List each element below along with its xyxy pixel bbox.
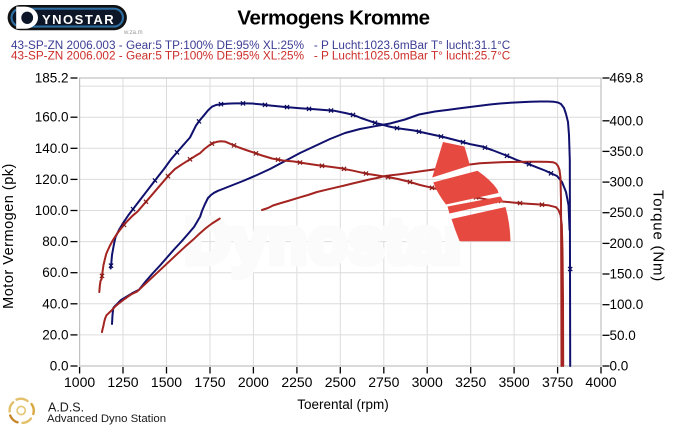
svg-text:350.0: 350.0 [610,144,644,159]
svg-text:40.0: 40.0 [42,296,68,311]
svg-text:2250: 2250 [281,374,312,390]
svg-text:43-SP-ZN 2006.002 - Gear:5 TP:: 43-SP-ZN 2006.002 - Gear:5 TP:100% DE:95… [11,50,511,63]
svg-text:YNOSTAR: YNOSTAR [42,12,115,27]
svg-text:Advanced Dyno Station: Advanced Dyno Station [47,413,166,425]
svg-text:80.0: 80.0 [42,234,68,249]
svg-text:4000: 4000 [585,374,616,390]
svg-text:3500: 3500 [499,374,530,390]
svg-text:60.0: 60.0 [42,265,68,280]
svg-text:1250: 1250 [107,374,138,390]
svg-text:w.za.m: w.za.m [123,30,143,36]
svg-text:200.0: 200.0 [610,236,644,251]
svg-text:300.0: 300.0 [610,175,644,190]
svg-text:185.2: 185.2 [35,71,69,86]
svg-text:Motor Vermogen (pk): Motor Vermogen (pk) [1,163,17,309]
svg-text:2500: 2500 [325,374,356,390]
svg-text:A.D.S.: A.D.S. [48,400,84,414]
svg-text:2750: 2750 [368,374,399,390]
svg-text:0.0: 0.0 [50,359,69,374]
svg-text:469.8: 469.8 [610,71,644,86]
svg-text:20.0: 20.0 [42,327,68,342]
svg-text:3250: 3250 [455,374,486,390]
svg-text:100.0: 100.0 [35,203,69,218]
svg-text:50.0: 50.0 [610,328,636,343]
svg-text:1500: 1500 [151,374,182,390]
svg-text:3000: 3000 [412,374,443,390]
svg-text:120.0: 120.0 [35,172,69,187]
svg-text:1750: 1750 [194,374,225,390]
svg-text:100.0: 100.0 [610,297,644,312]
svg-text:Dynostar: Dynostar [184,205,469,277]
svg-text:250.0: 250.0 [610,205,644,220]
svg-text:1000: 1000 [64,374,95,390]
svg-text:160.0: 160.0 [35,110,69,125]
svg-text:Toerental (rpm): Toerental (rpm) [297,397,389,412]
svg-text:Vermogens Kromme: Vermogens Kromme [237,7,429,30]
svg-text:400.0: 400.0 [610,113,644,128]
svg-text:43-SP-ZN 2006.003 - Gear:5 TP:: 43-SP-ZN 2006.003 - Gear:5 TP:100% DE:95… [11,39,511,52]
svg-text:3750: 3750 [542,374,573,390]
svg-text:2000: 2000 [238,374,269,390]
svg-text:Torque (Nm): Torque (Nm) [650,190,667,282]
svg-text:140.0: 140.0 [35,141,69,156]
svg-text:0.0: 0.0 [610,359,629,374]
svg-text:150.0: 150.0 [610,267,644,282]
